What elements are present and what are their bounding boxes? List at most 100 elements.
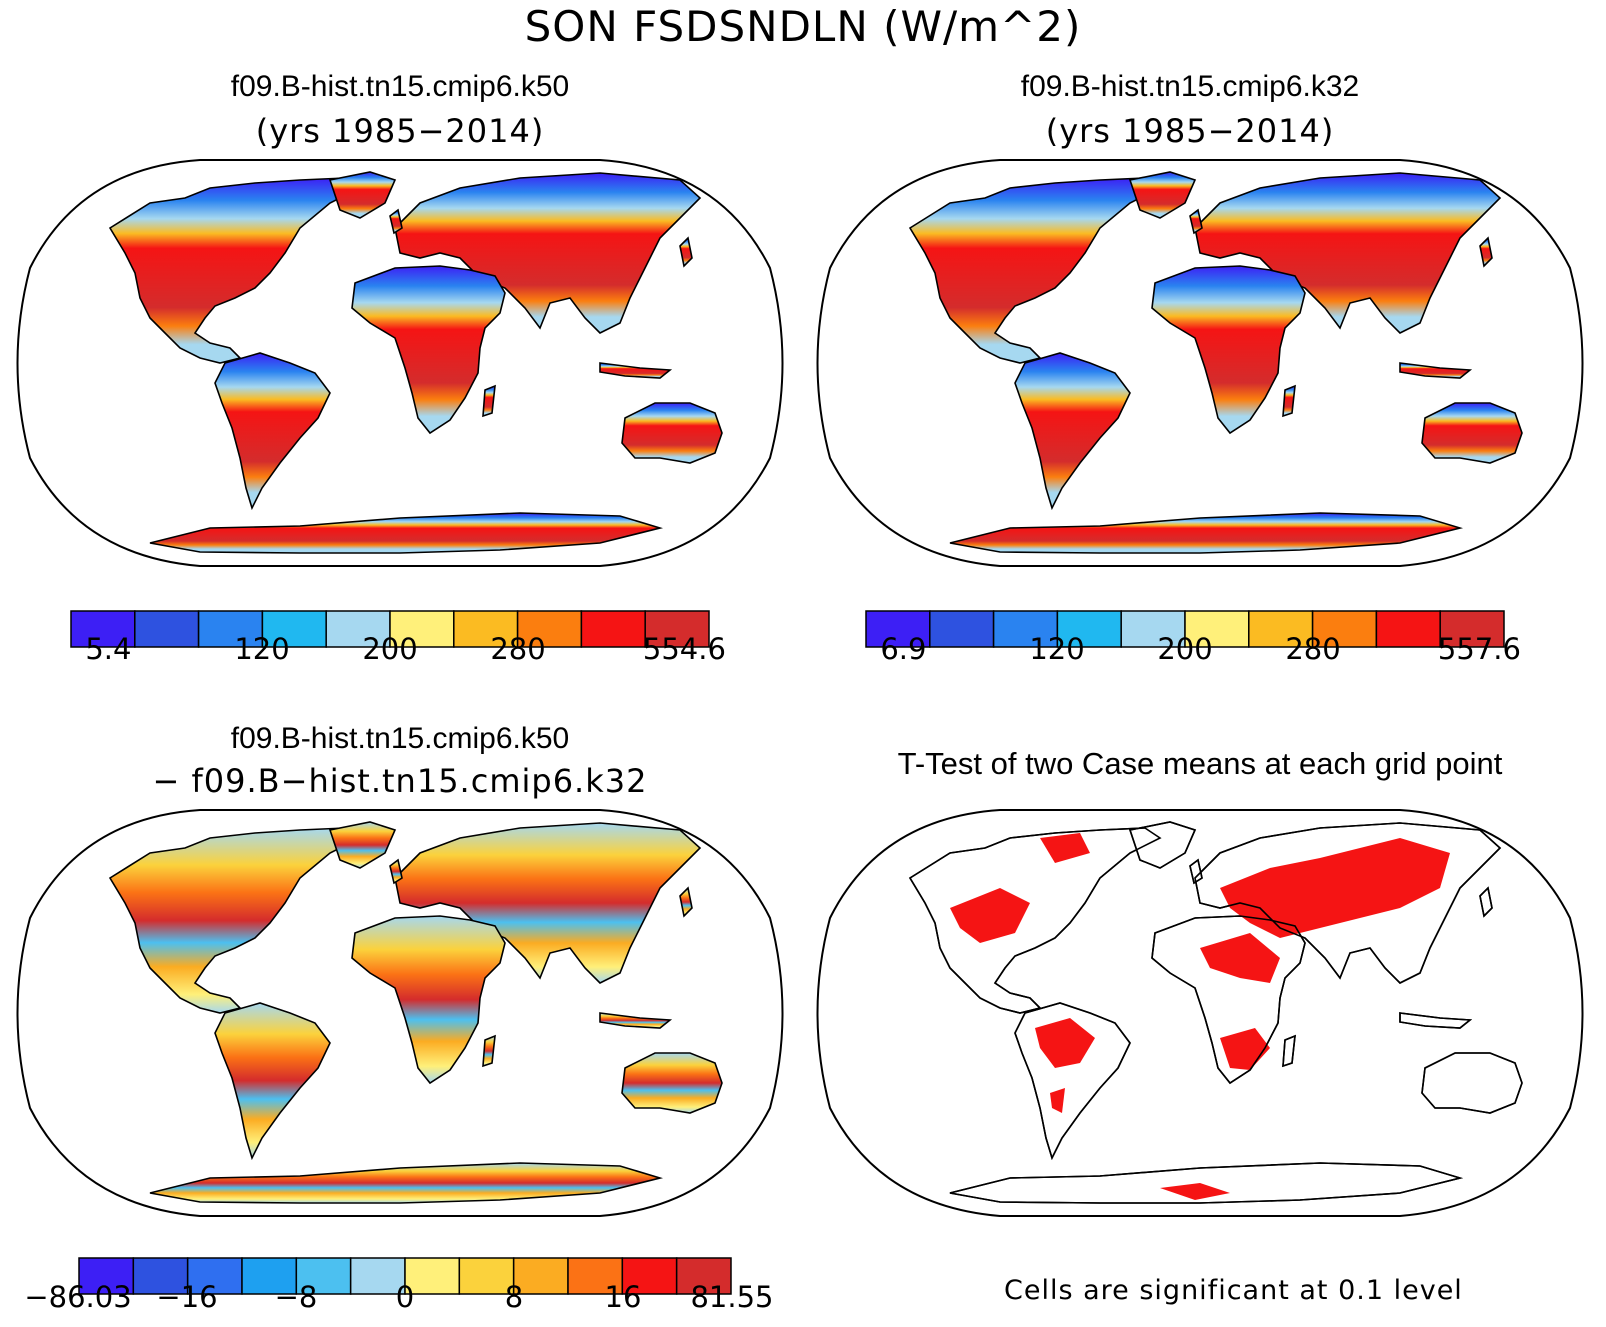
coastline-eurasia: [1194, 822, 1502, 984]
land-greenland: [328, 171, 397, 219]
land-africa: [1151, 265, 1306, 435]
colorbar-tick-label: 280: [490, 632, 546, 666]
coastline-madagascar: [1282, 1034, 1296, 1068]
colorbar-swatch: [929, 610, 995, 648]
panel-2-subtitle: (yrs 1985−2014): [1045, 112, 1335, 150]
panel-3-map: [16, 809, 784, 1217]
coastline-northAmerica: [908, 827, 1162, 1014]
colorbar-tick-label: 554.6: [642, 632, 726, 666]
colorbar-swatch: [241, 1257, 298, 1295]
colorbar-tick-label: 200: [362, 632, 418, 666]
colorbar-tick-label: −16: [156, 1280, 218, 1314]
land-uk: [389, 208, 403, 235]
coastline-southAmerica: [1014, 1002, 1131, 1161]
land-antarctica: [949, 512, 1464, 554]
land-antarctica: [149, 512, 664, 554]
colorbar-swatch: [186, 1257, 243, 1295]
land-southAmerica: [1014, 352, 1131, 511]
land-eurasia: [394, 822, 702, 984]
panel-1-title: f09.B-hist.tn15.cmip6.k50: [230, 70, 570, 103]
panel-3-colorbar: [78, 1257, 732, 1295]
land-australia: [621, 1052, 723, 1114]
coastline-africa: [1151, 915, 1306, 1085]
panel-3-colorbar-labels: −86.03 −16 −8 0 8 16 81.55: [24, 1280, 773, 1320]
colorbar-swatch: [325, 610, 391, 648]
coastline-indonesia: [1399, 1012, 1473, 1029]
colorbar-swatch: [261, 610, 327, 648]
land-japan: [679, 886, 693, 918]
land-africa: [351, 265, 506, 435]
colorbar-tick-label: 8: [504, 1280, 524, 1314]
panel-3-subtitle: − f09.B−hist.tn15.cmip6.k32: [152, 762, 648, 800]
land-northAmerica: [908, 177, 1162, 364]
colorbar-tick-label: 16: [604, 1280, 642, 1314]
land-australia: [621, 402, 723, 464]
main-title: SON FSDSNDLN (W/m^2): [524, 2, 1082, 51]
colorbar-swatch: [78, 1257, 135, 1295]
colorbar-tick-label: −8: [274, 1280, 318, 1314]
colorbar-swatch: [567, 1257, 624, 1295]
panel-1-map: [16, 159, 784, 567]
colorbar-swatch: [134, 610, 200, 648]
colorbar-tick-label: 200: [1157, 632, 1213, 666]
colorbar-swatch: [675, 1257, 732, 1295]
colorbar-swatch: [349, 1257, 406, 1295]
land-antarctica: [149, 1162, 664, 1204]
land-southAmerica: [214, 352, 331, 511]
colorbar-tick-label: −86.03: [24, 1280, 132, 1314]
colorbar-tick-label: 557.6: [1437, 632, 1521, 666]
land-northAmerica: [108, 177, 362, 364]
colorbar-swatch: [70, 610, 136, 648]
colorbar-swatch: [404, 1257, 461, 1295]
colorbar-swatch: [1248, 610, 1314, 648]
significant-region: [1200, 933, 1280, 983]
land-eurasia: [394, 172, 702, 334]
coastline-greenland: [1128, 821, 1197, 869]
colorbar-swatch: [1120, 610, 1186, 648]
panel-1-colorbar-labels: 5.4 120 200 280 554.6: [70, 632, 726, 672]
land-uk: [1189, 208, 1203, 235]
significant-region: [1220, 838, 1450, 938]
land-indonesia: [1399, 362, 1473, 379]
panel-1-subtitle: (yrs 1985−2014): [255, 112, 545, 150]
land-japan: [1479, 236, 1493, 268]
colorbar-swatch: [512, 1257, 569, 1295]
significant-region: [1050, 1088, 1065, 1113]
land-africa: [351, 915, 506, 1085]
land-uk: [389, 858, 403, 885]
colorbar-swatch: [295, 1257, 352, 1295]
coastline-australia: [1421, 1052, 1523, 1114]
panel-1-colorbar: [70, 610, 710, 648]
colorbar-tick-label: 5.4: [85, 632, 132, 666]
panel-4-map: [816, 809, 1584, 1217]
land-greenland: [1128, 171, 1197, 219]
colorbar-swatch: [865, 610, 931, 648]
land-australia: [1421, 402, 1523, 464]
colorbar-tick-label: 6.9: [880, 632, 927, 666]
colorbar-swatch: [1056, 610, 1122, 648]
land-madagascar: [1282, 384, 1296, 418]
colorbar-swatch: [389, 610, 455, 648]
coastline-uk: [1189, 858, 1203, 885]
significant-region: [1160, 1183, 1230, 1200]
colorbar-swatch: [644, 610, 710, 648]
land-madagascar: [482, 1034, 496, 1068]
colorbar-tick-label: 280: [1285, 632, 1341, 666]
colorbar-swatch: [1311, 610, 1378, 648]
significant-region: [1035, 1018, 1095, 1068]
coastline-antarctica: [949, 1162, 1464, 1204]
panel-2-colorbar-labels: 6.9 120 200 280 557.6: [865, 632, 1521, 672]
panel-3-title: f09.B-hist.tn15.cmip6.k50: [230, 722, 570, 755]
colorbar-tick-label: 120: [234, 632, 290, 666]
significant-region: [1040, 833, 1090, 863]
colorbar-swatch: [453, 610, 519, 648]
colorbar-swatch: [992, 610, 1059, 648]
land-indonesia: [599, 362, 673, 379]
colorbar-swatch: [1375, 610, 1441, 648]
panel-4-title: T-Test of two Case means at each grid po…: [897, 746, 1503, 781]
land-southAmerica: [214, 1002, 331, 1161]
coastline-japan: [1479, 886, 1493, 918]
land-northAmerica: [108, 827, 362, 1014]
land-eurasia: [1194, 172, 1502, 334]
land-madagascar: [482, 384, 496, 418]
